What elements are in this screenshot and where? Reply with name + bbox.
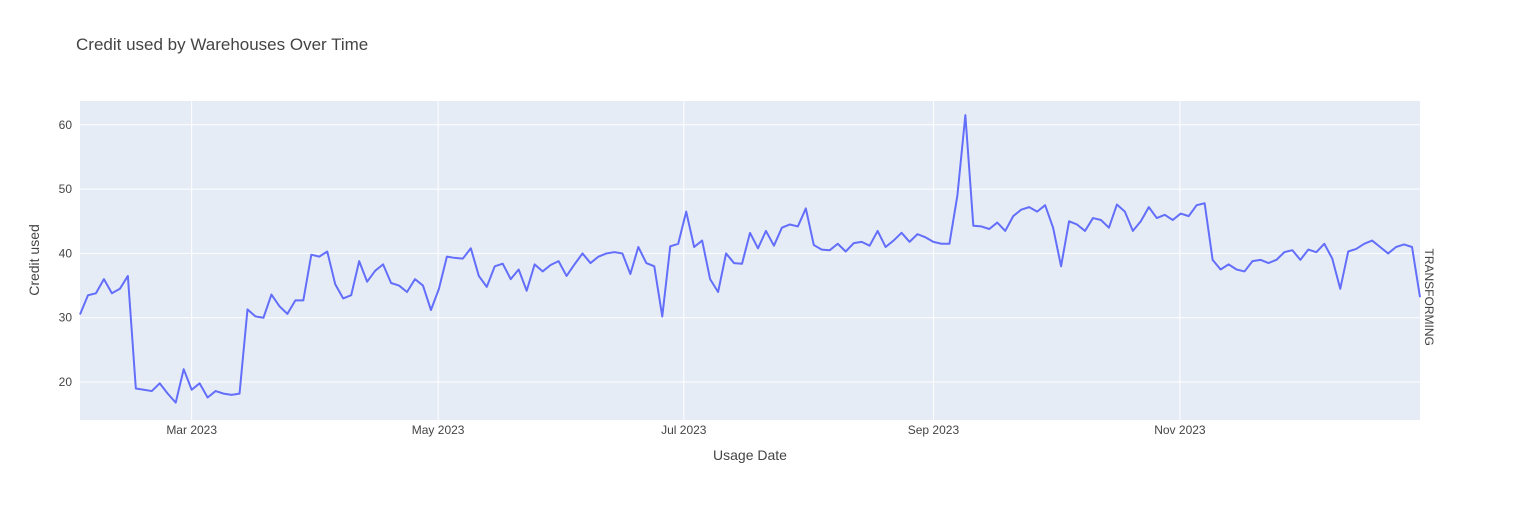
y-tick-label: 40 bbox=[59, 246, 73, 260]
chart-title: Credit used by Warehouses Over Time bbox=[76, 35, 368, 54]
y-axis-title: Credit used bbox=[26, 224, 42, 296]
y-tick-label: 50 bbox=[59, 182, 73, 196]
series-label: TRANSFORMING bbox=[1422, 248, 1436, 345]
y-tick-label: 20 bbox=[59, 375, 73, 389]
plot-area bbox=[80, 101, 1420, 420]
line-series bbox=[79, 114, 1421, 404]
x-tick-label: May 2023 bbox=[412, 423, 465, 437]
x-tick-label: Jul 2023 bbox=[661, 423, 707, 437]
x-tick-label: Sep 2023 bbox=[908, 423, 960, 437]
x-tick-label: Mar 2023 bbox=[166, 423, 217, 437]
y-tick-label: 30 bbox=[59, 311, 73, 325]
x-tick-label: Nov 2023 bbox=[1154, 423, 1206, 437]
x-axis-title: Usage Date bbox=[713, 447, 787, 463]
y-tick-label: 60 bbox=[59, 118, 73, 132]
